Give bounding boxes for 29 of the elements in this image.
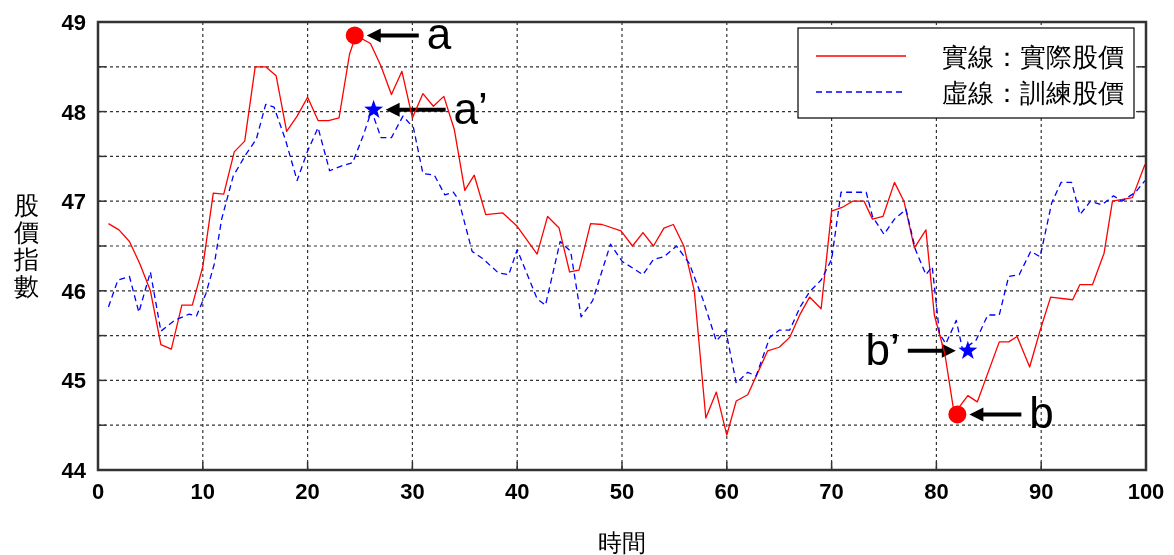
x-axis-title: 時間 [598, 529, 646, 555]
x-tick-label: 40 [504, 479, 530, 504]
x-tick-label: 90 [1028, 479, 1054, 504]
legend-label: 虛線：訓練股價 [942, 78, 1124, 108]
y-tick-label: 47 [61, 189, 86, 215]
annotation: b’ [865, 324, 900, 374]
point [345, 26, 364, 45]
x-tick-label: 0 [91, 479, 105, 504]
y-tick-label: 44 [61, 458, 87, 483]
x-tick-label: 60 [714, 479, 740, 504]
x-tick-label: 100 [1127, 479, 1165, 504]
y-axis-title: 股價指數 [12, 191, 39, 300]
point [958, 340, 978, 359]
y-tick-label: 46 [61, 278, 86, 304]
annotation: a’ [453, 83, 488, 133]
x-tick-label: 10 [190, 479, 216, 504]
x-tick-label: 20 [295, 479, 320, 504]
point [948, 405, 967, 424]
x-tick-label: 50 [609, 479, 635, 504]
annotation: b [1029, 388, 1054, 438]
y-tick-label: 45 [61, 368, 86, 394]
x-tick-label: 70 [819, 479, 844, 504]
legend-label: 實線：實際股價 [942, 42, 1124, 72]
y-tick-label: 49 [61, 10, 86, 35]
annotation: a [426, 9, 452, 59]
x-tick-label: 30 [400, 479, 425, 504]
y-tick-label: 48 [61, 99, 86, 125]
point [364, 99, 384, 118]
x-tick-label: 80 [924, 479, 949, 504]
